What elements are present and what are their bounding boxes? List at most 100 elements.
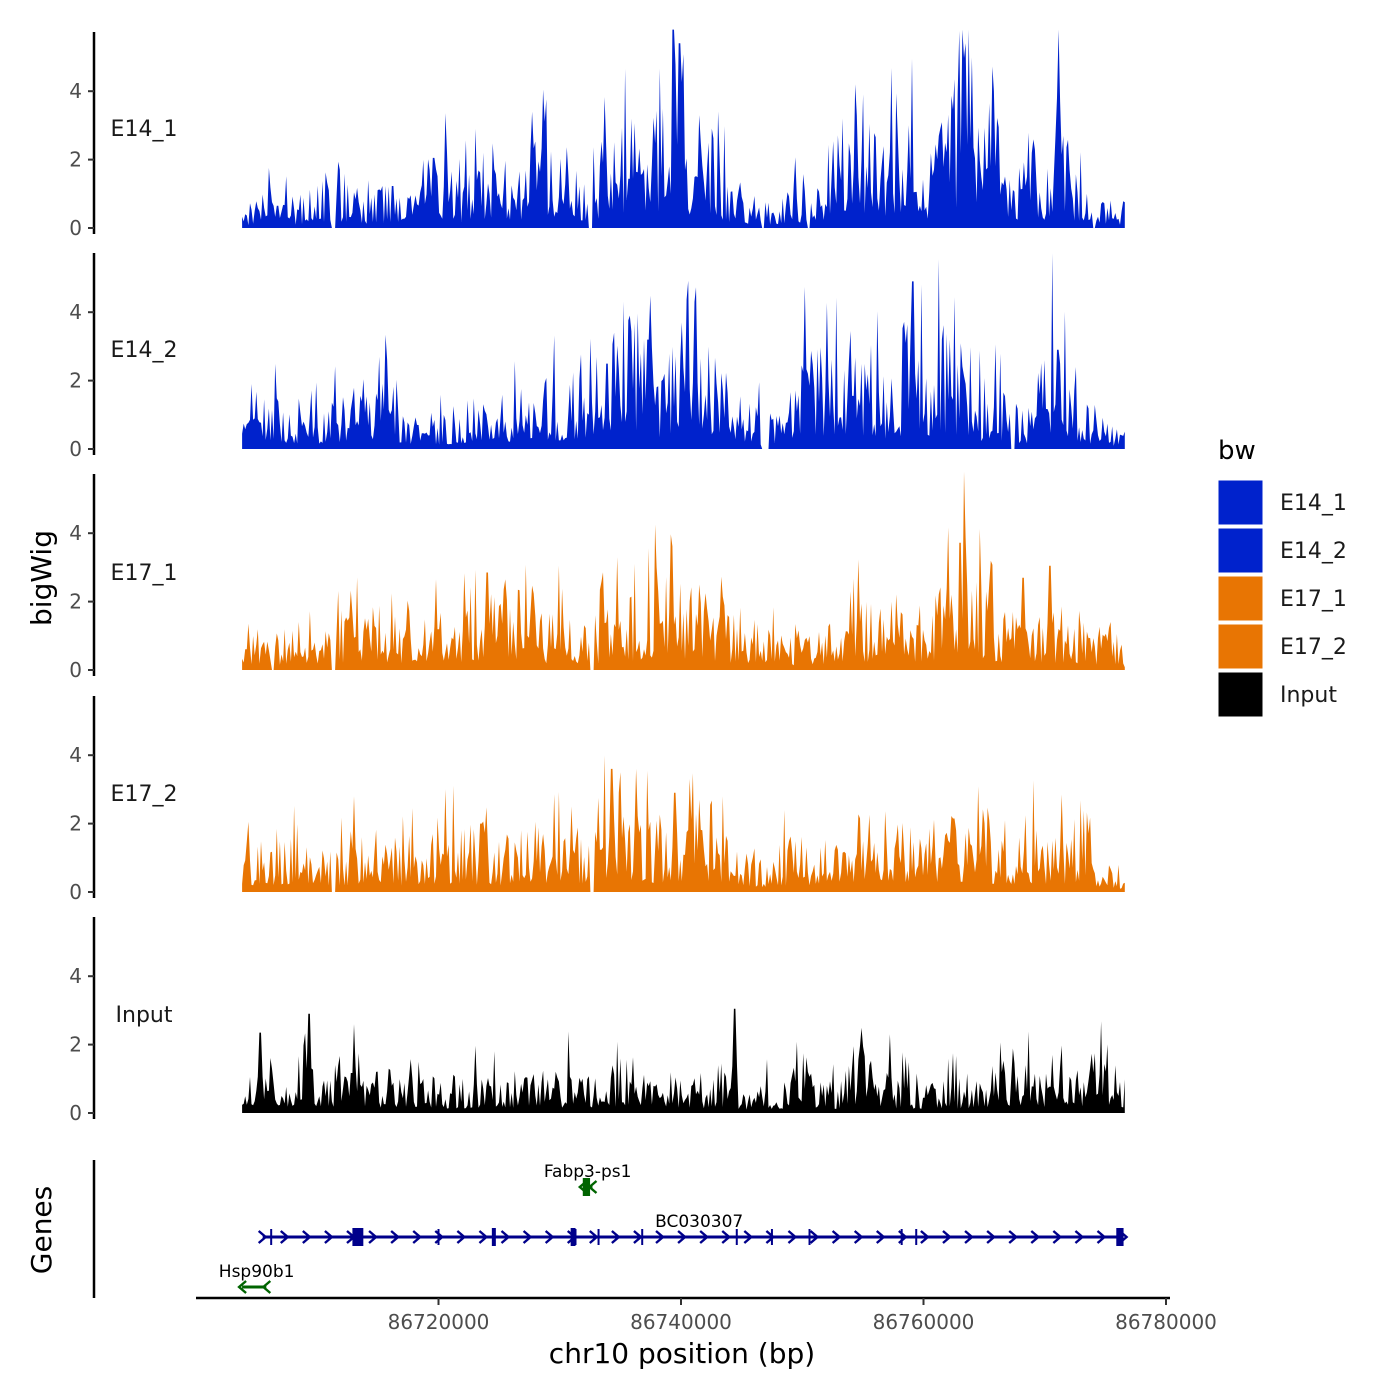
y-tick-label: 2 bbox=[69, 369, 82, 393]
strand-chevron bbox=[633, 1230, 643, 1244]
strand-chevron bbox=[677, 1230, 687, 1244]
strand-chevron bbox=[587, 1180, 598, 1194]
legend-swatch-e14-2 bbox=[1217, 527, 1264, 574]
track-label: E14_2 bbox=[111, 338, 178, 363]
strand-chevron bbox=[986, 1230, 996, 1244]
track-e14-1: 0 2 4 E14_1 bbox=[69, 29, 1125, 240]
x-tick-label: 86720000 bbox=[388, 1310, 490, 1334]
y-tick-label: 0 bbox=[69, 880, 82, 904]
y-tick-label: 2 bbox=[69, 1033, 82, 1057]
strand-chevron bbox=[699, 1230, 710, 1244]
legend-label: E14_2 bbox=[1280, 539, 1347, 564]
legend-label: Input bbox=[1280, 683, 1337, 708]
strand-chevron bbox=[1074, 1230, 1085, 1244]
legend-swatch-input bbox=[1217, 671, 1264, 718]
x-tick-label: 86780000 bbox=[1115, 1310, 1217, 1334]
legend-label: E17_2 bbox=[1280, 635, 1347, 660]
x-axis: 86720000 86740000 86760000 86780000 bbox=[196, 1296, 1217, 1334]
y-tick-label: 4 bbox=[69, 964, 82, 988]
track-e17-2: 0 2 4 E17_2 bbox=[69, 696, 1125, 904]
strand-chevron bbox=[964, 1230, 974, 1244]
y-tick-label: 0 bbox=[69, 437, 82, 461]
signal-area-e14-1 bbox=[242, 29, 1125, 228]
strand-chevron bbox=[368, 1230, 378, 1244]
strand-chevron bbox=[237, 1280, 247, 1294]
strand-chevron bbox=[942, 1230, 952, 1244]
gene-label: Hsp90b1 bbox=[219, 1262, 295, 1282]
strand-chevron bbox=[324, 1230, 334, 1244]
legend-swatch-e17-1 bbox=[1217, 575, 1264, 622]
track-label: E17_2 bbox=[111, 782, 178, 807]
y-tick-label: 2 bbox=[69, 812, 82, 836]
strand-chevron bbox=[257, 1230, 268, 1244]
gene-hsp90b1: Hsp90b1 bbox=[219, 1262, 295, 1294]
strand-chevron bbox=[787, 1230, 798, 1244]
track-input: 0 2 4 Input bbox=[69, 917, 1125, 1125]
strand-chevron bbox=[1008, 1230, 1019, 1244]
signal-area-e17-2 bbox=[242, 755, 1125, 892]
strand-chevron bbox=[765, 1230, 776, 1244]
y-axis-title: bigWig bbox=[25, 530, 58, 626]
legend: bw E14_1 E14_2 E17_1 E17_2 Input bbox=[1217, 436, 1347, 718]
strand-chevron bbox=[544, 1230, 555, 1244]
strand-chevron bbox=[809, 1230, 820, 1244]
legend-swatch-e14-1 bbox=[1217, 479, 1264, 526]
track-e14-2: 0 2 4 E14_2 bbox=[69, 253, 1125, 461]
x-axis-title: chr10 position (bp) bbox=[549, 1337, 815, 1370]
y-tick-label: 0 bbox=[69, 1101, 82, 1125]
x-tick-label: 86760000 bbox=[873, 1310, 975, 1334]
strand-chevron bbox=[1052, 1230, 1063, 1244]
signal-area-input bbox=[242, 1008, 1125, 1113]
genes-track-title: Genes bbox=[25, 1186, 58, 1274]
exon-block bbox=[352, 1228, 364, 1246]
exon-block bbox=[582, 1178, 591, 1196]
track-label: Input bbox=[116, 1003, 173, 1028]
y-tick-label: 2 bbox=[69, 590, 82, 614]
strand-chevron bbox=[1096, 1230, 1107, 1244]
legend-label: E14_1 bbox=[1280, 491, 1347, 516]
strand-chevron bbox=[412, 1230, 423, 1244]
exon-block bbox=[491, 1228, 496, 1246]
signal-area-e17-1 bbox=[242, 471, 1125, 670]
exon-block bbox=[570, 1228, 576, 1246]
strand-chevron bbox=[920, 1230, 930, 1244]
strand-chevron bbox=[456, 1230, 467, 1244]
strand-chevron bbox=[390, 1230, 400, 1244]
y-tick-label: 4 bbox=[69, 79, 82, 103]
strand-chevron bbox=[279, 1230, 290, 1244]
strand-chevron bbox=[655, 1230, 665, 1244]
strand-chevron bbox=[875, 1230, 886, 1244]
signal-tracks: 0 2 4 E14_1 0 2 4 E14_2 0 2 4 E17_1 0 2 4 E17_2 0 2 4 Input bbox=[69, 29, 1125, 1125]
track-e17-1: 0 2 4 E17_1 bbox=[69, 471, 1125, 682]
strand-chevron bbox=[1030, 1230, 1041, 1244]
strand-chevron bbox=[743, 1230, 754, 1244]
genes-track: Fabp3-ps1 BC030307 Hsp90b1 bbox=[92, 1160, 1129, 1298]
gene-label: Fabp3-ps1 bbox=[544, 1162, 632, 1182]
strand-chevron bbox=[611, 1230, 621, 1244]
strand-chevron bbox=[302, 1230, 312, 1244]
gene-fabp3-ps1: Fabp3-ps1 bbox=[544, 1162, 632, 1196]
strand-chevron bbox=[721, 1230, 732, 1244]
y-tick-label: 4 bbox=[69, 300, 82, 324]
exon-block bbox=[1116, 1228, 1124, 1246]
strand-chevron bbox=[522, 1230, 533, 1244]
gene-label: BC030307 bbox=[655, 1212, 743, 1232]
strand-chevron bbox=[261, 1280, 272, 1294]
track-label: E14_1 bbox=[111, 117, 178, 142]
strand-chevron bbox=[831, 1230, 842, 1244]
signal-area-e14-2 bbox=[242, 253, 1125, 449]
x-tick-label: 86740000 bbox=[630, 1310, 732, 1334]
strand-chevron bbox=[500, 1230, 511, 1244]
y-tick-label: 0 bbox=[69, 658, 82, 682]
y-tick-label: 2 bbox=[69, 148, 82, 172]
y-tick-label: 4 bbox=[69, 521, 82, 545]
track-label: E17_1 bbox=[111, 561, 178, 586]
y-tick-label: 4 bbox=[69, 743, 82, 767]
gene-bc030307: BC030307 bbox=[257, 1212, 1129, 1246]
legend-label: E17_1 bbox=[1280, 587, 1347, 612]
strand-chevron bbox=[589, 1230, 599, 1244]
y-tick-label: 0 bbox=[69, 216, 82, 240]
legend-swatch-e17-2 bbox=[1217, 623, 1264, 670]
legend-title: bw bbox=[1218, 436, 1256, 466]
